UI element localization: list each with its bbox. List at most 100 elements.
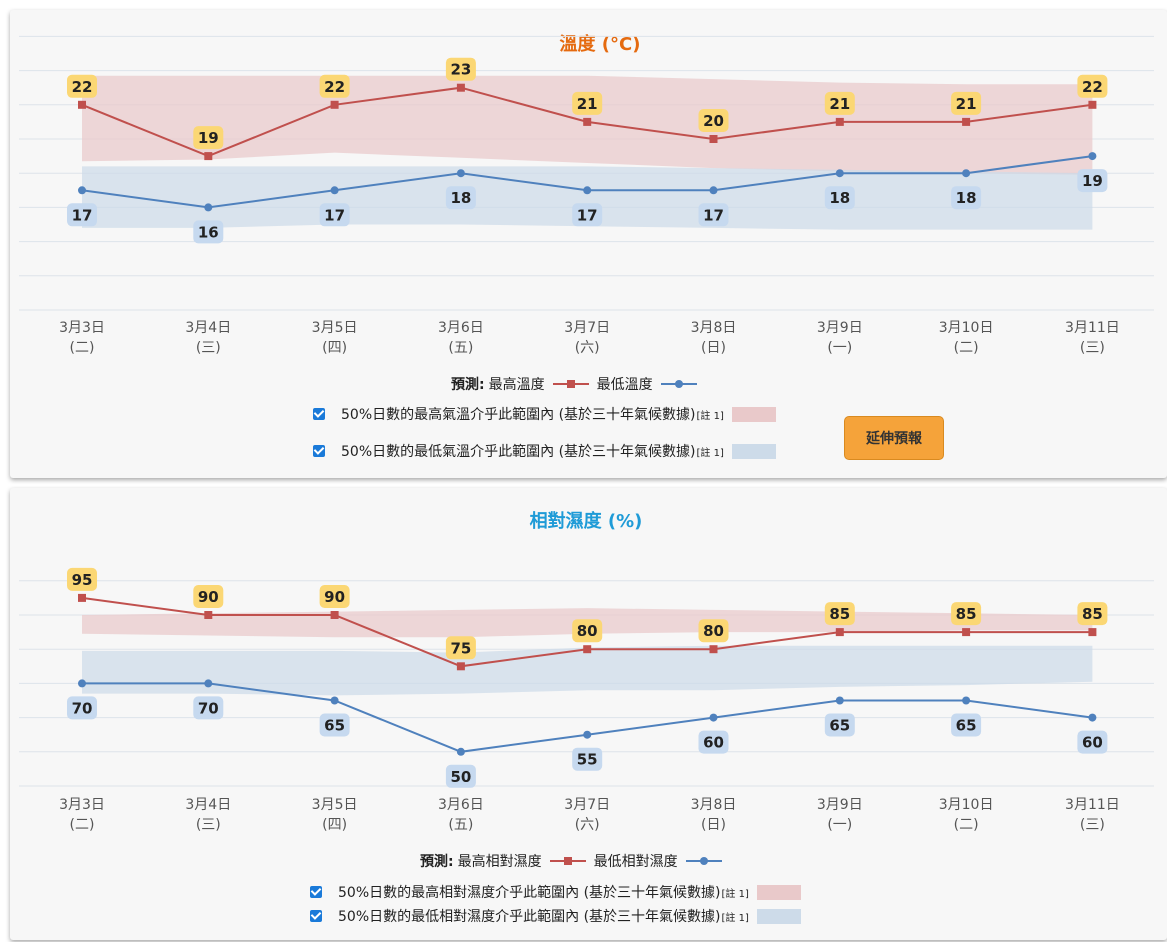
max-point[interactable] xyxy=(330,100,339,109)
data-label-text: 65 xyxy=(956,717,977,735)
data-label-bg xyxy=(824,602,855,626)
x-tick-weekday: (三) xyxy=(1080,340,1105,356)
max-point[interactable] xyxy=(78,593,86,602)
max-point[interactable] xyxy=(583,645,592,654)
x-tick-weekday: (二) xyxy=(70,817,95,833)
min-point[interactable] xyxy=(962,696,971,705)
max-point[interactable] xyxy=(456,662,465,671)
x-tick-weekday: (二) xyxy=(954,340,979,356)
max-data-label: 19 xyxy=(193,126,224,150)
x-tick-weekday: (六) xyxy=(575,817,600,833)
checkbox-checked-icon[interactable] xyxy=(313,408,325,420)
x-tick-weekday: (二) xyxy=(70,340,95,356)
max-point[interactable] xyxy=(835,117,844,126)
humidity-band-min-toggle[interactable]: 50%日數的最低相對濕度介乎此範圍內 (基於三十年氣候數據) [註 1] xyxy=(310,906,801,926)
max-point[interactable] xyxy=(1088,628,1097,637)
min-point[interactable] xyxy=(835,696,844,705)
min-line-marker-icon xyxy=(660,378,697,390)
data-label-bg xyxy=(824,713,855,737)
x-tick-label: 3月7日 xyxy=(564,797,610,813)
min-point[interactable] xyxy=(204,679,213,688)
humidity-band-max-toggle[interactable]: 50%日數的最高相對濕度介乎此範圍內 (基於三十年氣候數據) [註 1] xyxy=(310,882,801,902)
min-data-label: 17 xyxy=(319,203,350,227)
max-data-label: 20 xyxy=(698,109,729,132)
data-label-bg xyxy=(67,74,97,98)
data-label-text: 95 xyxy=(72,571,93,589)
data-label-text: 17 xyxy=(577,206,598,224)
note-ref[interactable]: [註 1] xyxy=(696,447,724,459)
data-label-text: 21 xyxy=(829,95,850,113)
min-point[interactable] xyxy=(709,713,718,722)
data-label-text: 19 xyxy=(1082,172,1103,190)
min-point[interactable] xyxy=(456,169,465,178)
data-label-bg xyxy=(1077,74,1108,98)
temperature-band-max-toggle[interactable]: 50%日數的最高氣溫介乎此範圍內 (基於三十年氣候數據) [註 1] xyxy=(313,404,776,424)
extend-forecast-button[interactable]: 延伸預報 xyxy=(844,416,944,460)
data-label-bg xyxy=(951,91,982,115)
x-tick-label: 3月5日 xyxy=(312,797,358,813)
data-label-text: 21 xyxy=(956,95,977,113)
data-label-bg xyxy=(445,57,476,81)
max-point[interactable] xyxy=(330,611,339,619)
x-tick-label: 3月3日 xyxy=(59,797,105,813)
data-label-bg xyxy=(67,203,97,227)
min-line-marker-icon xyxy=(685,855,722,867)
max-point[interactable] xyxy=(962,117,971,126)
max-point[interactable] xyxy=(1088,100,1097,109)
max-point[interactable] xyxy=(709,135,718,143)
temperature-band-min-toggle[interactable]: 50%日數的最低氣溫介乎此範圍內 (基於三十年氣候數據) [註 1] xyxy=(313,441,776,461)
checkbox-checked-icon[interactable] xyxy=(313,445,325,457)
max-point[interactable] xyxy=(78,100,86,109)
max-data-label: 85 xyxy=(951,602,982,626)
data-label-text: 18 xyxy=(956,189,977,207)
checkbox-checked-icon[interactable] xyxy=(310,886,322,898)
data-label-text: 65 xyxy=(829,717,850,735)
min-point[interactable] xyxy=(962,169,971,178)
note-ref[interactable]: [註 1] xyxy=(696,410,724,422)
min-point[interactable] xyxy=(330,696,339,705)
max-data-label: 21 xyxy=(824,91,855,115)
humidity-title: 相對濕度 (%) xyxy=(530,510,643,532)
x-tick-weekday: (一) xyxy=(827,340,852,356)
min-point[interactable] xyxy=(78,679,86,688)
min-data-label: 18 xyxy=(951,186,982,210)
note-ref[interactable]: [註 1] xyxy=(721,912,749,924)
min-point[interactable] xyxy=(709,186,718,195)
checkbox-checked-icon[interactable] xyxy=(310,910,322,922)
temperature-chart: 溫度 (°C) 3月3日 (二) 3月4日 (三) 3月5日 (四) 3月6日 (五) 3月7日… xyxy=(19,33,1154,356)
min-data-label: 60 xyxy=(698,730,729,754)
min-point[interactable] xyxy=(204,203,213,212)
data-label-bg xyxy=(951,713,982,737)
x-tick-label: 3月6日 xyxy=(438,320,484,336)
temperature-title: 溫度 (°C) xyxy=(560,33,641,55)
min-point[interactable] xyxy=(78,186,86,195)
min-point[interactable] xyxy=(456,747,465,756)
x-tick-weekday: (六) xyxy=(575,340,600,356)
band-max-text: 50%日數的最高相對濕度介乎此範圍內 (基於三十年氣候數據) xyxy=(338,885,721,901)
max-point[interactable] xyxy=(204,611,213,619)
max-point[interactable] xyxy=(835,628,844,637)
data-label-bg xyxy=(824,91,855,115)
data-label-text: 18 xyxy=(450,189,471,207)
x-tick-label: 3月4日 xyxy=(185,797,231,813)
max-point[interactable] xyxy=(962,628,971,637)
max-point[interactable] xyxy=(583,117,592,126)
note-ref[interactable]: [註 1] xyxy=(721,888,749,900)
min-point[interactable] xyxy=(330,186,339,195)
data-label-text: 75 xyxy=(450,639,471,657)
max-point[interactable] xyxy=(204,152,213,161)
min-point[interactable] xyxy=(835,169,844,178)
legend-prefix: 預測: xyxy=(451,377,485,393)
min-data-label: 55 xyxy=(572,747,603,771)
data-label-bg xyxy=(193,220,224,244)
max-point[interactable] xyxy=(456,83,465,92)
min-point[interactable] xyxy=(1088,713,1097,722)
data-label-text: 60 xyxy=(703,734,724,752)
min-point[interactable] xyxy=(1088,152,1097,161)
band-min-swatch xyxy=(731,443,776,459)
max-point[interactable] xyxy=(709,645,718,654)
data-label-bg xyxy=(572,619,603,643)
data-label-text: 60 xyxy=(1082,734,1103,752)
min-point[interactable] xyxy=(583,730,592,739)
min-point[interactable] xyxy=(583,186,592,195)
